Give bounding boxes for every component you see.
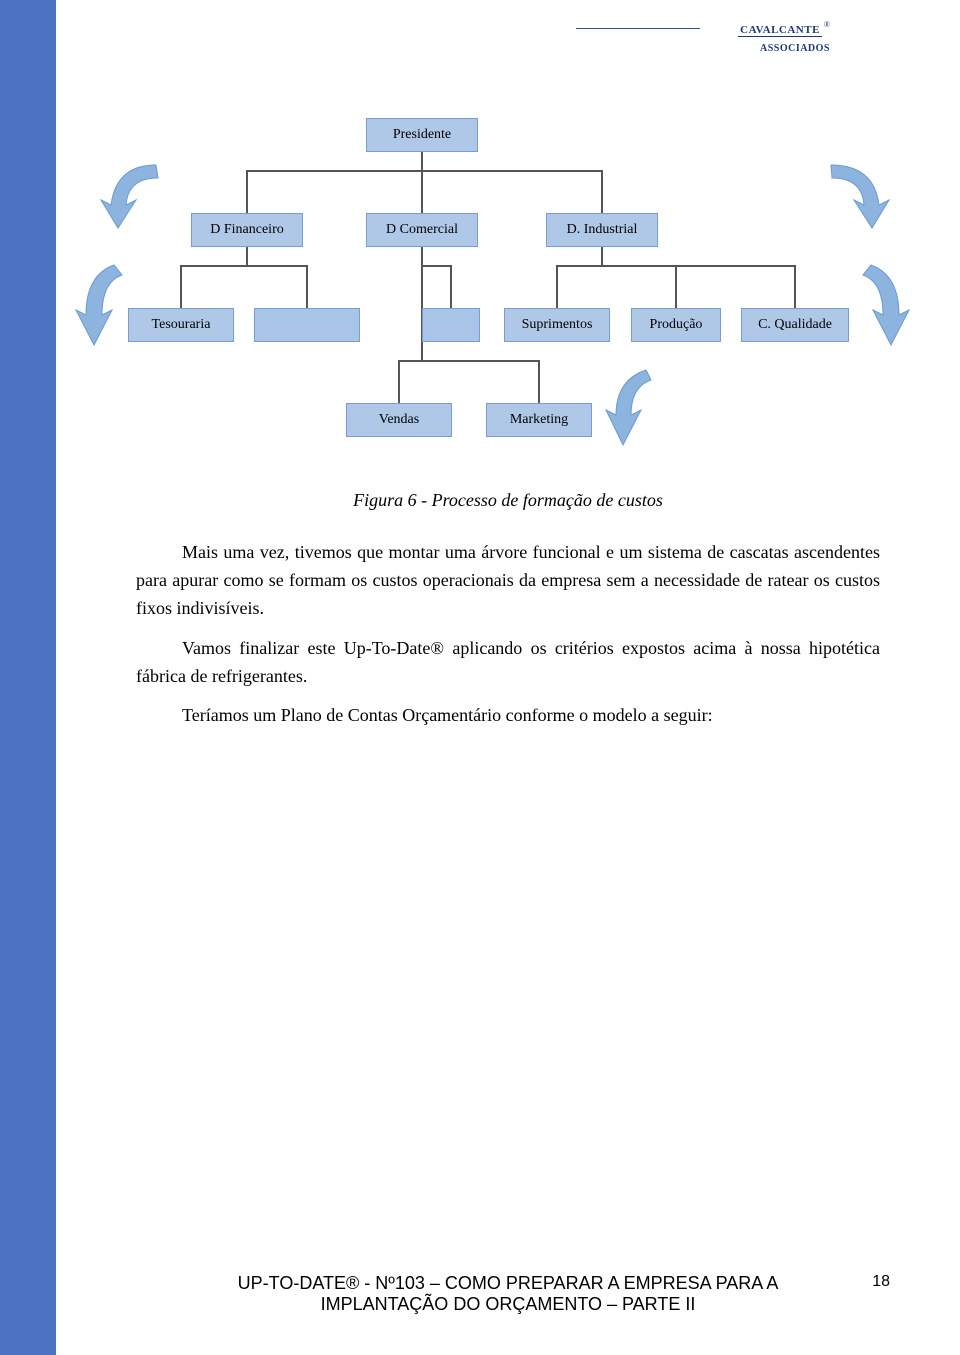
conn-com-d [421, 247, 423, 265]
paragraph-1: Mais uma vez, tivemos que montar uma árv… [136, 539, 880, 623]
conn-blankfin [306, 265, 308, 308]
conn-ind [601, 170, 603, 213]
footer-line1: UP-TO-DATE® - Nº103 – COMO PREPARAR A EM… [238, 1273, 779, 1294]
footer-line2: IMPLANTAÇÃO DO ORÇAMENTO – PARTE II [321, 1294, 696, 1315]
conn-fin-h [180, 265, 308, 267]
conn-com [421, 170, 423, 213]
paragraph-2: Vamos finalizar este Up-To-Date® aplican… [136, 635, 880, 691]
conn-sup [556, 265, 558, 308]
node-suprimentos: Suprimentos [504, 308, 610, 342]
conn-fin-d [246, 247, 248, 265]
node-d-financeiro: D Financeiro [191, 213, 303, 247]
org-chart: Presidente D Financeiro D Comercial D. I… [56, 100, 960, 470]
logo-line2: ASSOCIADOS [760, 43, 830, 54]
header-logo: CAVALCANTE® ASSOCIADOS [710, 20, 830, 56]
conn-blankcom [450, 265, 452, 308]
flow-arrow-left-down [74, 260, 129, 350]
flow-arrow-top-left [96, 160, 186, 230]
flow-arrow-bottom-center [601, 365, 661, 450]
logo-reg-top: ® [824, 20, 830, 29]
page-area: CAVALCANTE® ASSOCIADOS [56, 0, 960, 1355]
node-blank-comercial [422, 308, 480, 342]
node-vendas: Vendas [346, 403, 452, 437]
conn-pres-down [421, 152, 423, 170]
header-rule [576, 28, 700, 29]
page-footer: UP-TO-DATE® - Nº103 – COMO PREPARAR A EM… [116, 1273, 900, 1315]
node-c-qualidade: C. Qualidade [741, 308, 849, 342]
conn-mkt [538, 360, 540, 403]
node-tesouraria: Tesouraria [128, 308, 234, 342]
conn-fin [246, 170, 248, 213]
node-producao: Produção [631, 308, 721, 342]
conn-vendas [398, 360, 400, 403]
conn-qual [794, 265, 796, 308]
body-text: Figura 6 - Processo de formação de custo… [136, 490, 880, 742]
conn-ind-d [601, 247, 603, 265]
logo-line1: CAVALCANTE [738, 24, 822, 37]
node-blank-financeiro [254, 308, 360, 342]
conn-com-h [421, 265, 451, 267]
node-marketing: Marketing [486, 403, 592, 437]
page-number: 18 [872, 1273, 890, 1291]
conn-prod [675, 265, 677, 308]
node-d-industrial: D. Industrial [546, 213, 658, 247]
node-presidente: Presidente [366, 118, 478, 152]
left-sidebar-stripe [0, 0, 56, 1355]
paragraph-3: Teríamos um Plano de Contas Orçamentário… [136, 702, 880, 730]
figure-caption: Figura 6 - Processo de formação de custo… [136, 490, 880, 511]
node-d-comercial: D Comercial [366, 213, 478, 247]
flow-arrow-top-right [816, 160, 896, 230]
conn-tes [180, 265, 182, 308]
flow-arrow-right-down [856, 260, 911, 350]
conn-h1 [246, 170, 602, 172]
conn-com-h2 [398, 360, 540, 362]
